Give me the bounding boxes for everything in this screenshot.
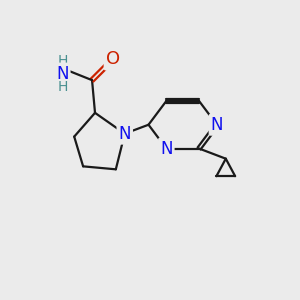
Text: N: N [118, 125, 131, 143]
Text: O: O [106, 50, 120, 68]
Text: N: N [160, 140, 172, 158]
Text: N: N [56, 64, 69, 82]
Text: N: N [211, 116, 223, 134]
Text: H: H [57, 54, 68, 68]
Text: H: H [57, 80, 68, 94]
